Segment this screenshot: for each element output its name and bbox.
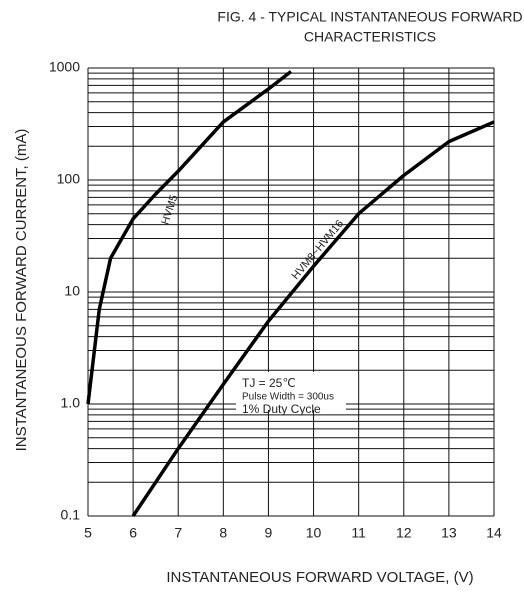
y-tick-label: 100 — [57, 171, 81, 187]
y-axis-label: INSTANTANEOUS FORWARD CURRENT, (mA) — [13, 129, 30, 452]
x-tick-label: 9 — [265, 525, 273, 541]
x-axis-label: INSTANTANEOUS FORWARD VOLTAGE, (V) — [166, 569, 473, 586]
x-tick-label: 13 — [441, 525, 457, 541]
y-tick-label: 0.1 — [61, 507, 81, 523]
x-tick-label: 8 — [219, 525, 227, 541]
chart-title: FIG. 4 - TYPICAL INSTANTANEOUS FORWARD — [217, 9, 522, 25]
annotation-background — [236, 372, 346, 410]
y-tick-label: 10 — [64, 283, 80, 299]
x-tick-label: 12 — [396, 525, 412, 541]
chart-title: CHARACTERISTICS — [304, 29, 436, 45]
y-tick-label: 1000 — [49, 59, 80, 75]
x-tick-label: 5 — [84, 525, 92, 541]
x-tick-label: 11 — [351, 525, 366, 541]
annotation: Pulse Width = 300us — [242, 392, 334, 403]
x-tick-label: 7 — [174, 525, 182, 541]
series-line — [86, 70, 293, 405]
x-tick-label: 6 — [129, 525, 137, 541]
y-tick-label: 1.0 — [61, 395, 81, 411]
annotation: TJ = 25℃ — [242, 376, 296, 390]
annotation: 1% Duty Cycle — [242, 402, 321, 416]
x-tick-label: 14 — [486, 525, 502, 541]
series-label: HVM5 — [159, 194, 180, 227]
x-tick-label: 10 — [306, 525, 322, 541]
series-line — [131, 120, 495, 517]
series-label: HVM8~HVM16 — [290, 218, 347, 282]
